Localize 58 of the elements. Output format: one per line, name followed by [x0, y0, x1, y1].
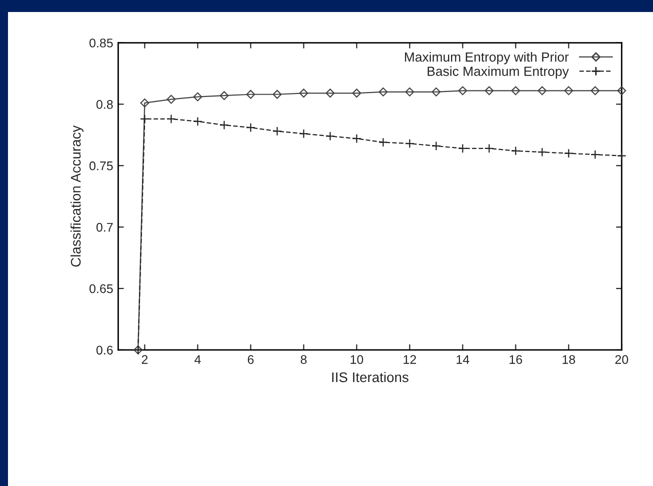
point: [510, 146, 520, 156]
point: [616, 151, 626, 161]
x-tick-label: 6: [248, 355, 254, 364]
x-tick-label: 8: [300, 355, 307, 364]
y-tick-label: 0.85: [89, 38, 113, 48]
x-tick-label: 2: [142, 355, 148, 364]
point: [352, 134, 362, 144]
y-tick-label: 0.75: [89, 161, 113, 170]
point: [192, 116, 202, 126]
x-tick-label: 16: [510, 355, 522, 364]
point: [166, 114, 176, 124]
point: [298, 128, 308, 138]
point: [405, 87, 414, 96]
point: [272, 126, 282, 136]
point: [299, 88, 308, 98]
point: [511, 86, 520, 96]
y-tick-label: 0.7: [96, 222, 113, 232]
x-axis-title: IIS Iterations: [332, 372, 408, 382]
x-tick-label: 20: [615, 355, 628, 364]
point: [166, 94, 176, 104]
point: [193, 92, 202, 102]
x-tick-label: 14: [456, 355, 470, 364]
legend-label: Basic Maximum Entropy: [428, 66, 569, 79]
point: [378, 138, 388, 148]
point: [140, 114, 150, 124]
y-tick-label: 0.8: [96, 100, 113, 109]
point: [617, 86, 626, 96]
point: [590, 150, 600, 160]
y-axis-title: Classification Accuracy: [70, 125, 84, 267]
x-tick-label: 10: [350, 355, 364, 364]
point: [378, 87, 388, 96]
point: [458, 86, 468, 96]
point: [564, 148, 574, 158]
point: [140, 98, 150, 108]
point: [326, 88, 335, 98]
point: [246, 90, 256, 99]
point: [272, 90, 282, 99]
y-tick-label: 0.65: [89, 284, 113, 294]
point: [431, 141, 441, 151]
x-tick-label: 12: [404, 355, 416, 364]
x-tick-label: 18: [562, 355, 576, 364]
y-tick-label: 0.6: [96, 346, 113, 355]
point: [590, 86, 600, 96]
point: [219, 120, 229, 130]
point: [484, 86, 494, 96]
point: [538, 86, 547, 96]
point: [325, 131, 335, 141]
point: [352, 88, 362, 98]
point: [458, 144, 468, 154]
legend-label: Maximum Entropy with Prior: [405, 52, 569, 64]
point: [484, 144, 494, 154]
point: [404, 138, 414, 148]
point: [564, 86, 574, 96]
point: [432, 87, 441, 96]
x-tick-label: 4: [194, 355, 201, 364]
point: [537, 147, 547, 157]
point: [220, 91, 229, 100]
point: [246, 122, 256, 132]
